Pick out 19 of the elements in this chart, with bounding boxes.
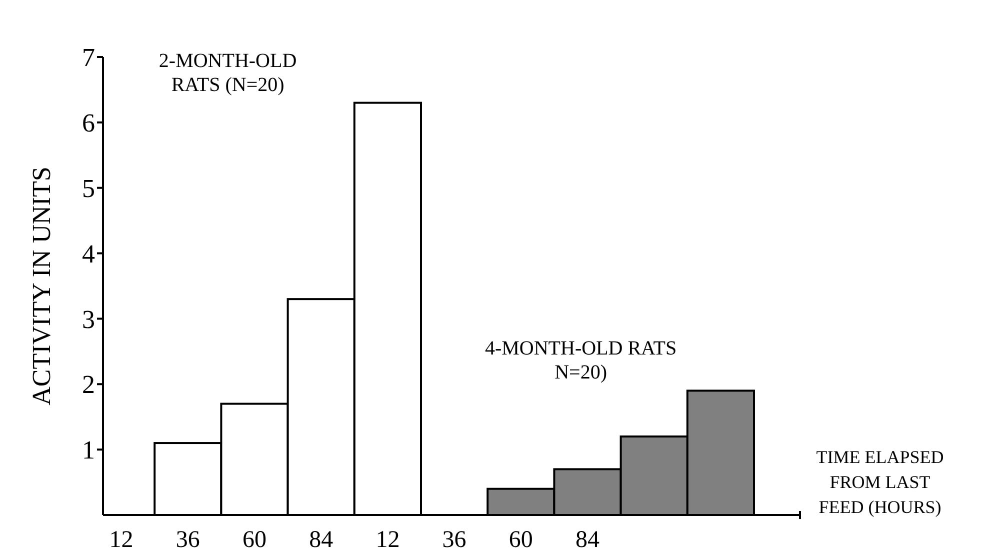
x-tick-label: 84 — [576, 527, 600, 553]
y-tick-label: 4 — [82, 239, 95, 268]
x-tick-label: 36 — [176, 527, 200, 553]
x-tick-label: 36 — [442, 527, 466, 553]
text: 2-MONTH-OLD RATS (N=20) — [158, 50, 297, 96]
x-tick-label: 12 — [109, 527, 134, 553]
y-tick-label: 1 — [82, 436, 95, 465]
x-axis-title: TIME ELAPSED FROM LAST FEED (HOURS) — [816, 447, 944, 517]
y-tick-label: 2 — [82, 370, 95, 400]
y-axis-title: ACTIVITY IN UNITS — [27, 166, 56, 406]
y-tick-label: 6 — [82, 108, 95, 138]
x-tick-label: 84 — [309, 527, 334, 553]
x-tick-label: 60 — [508, 527, 533, 553]
series-label: 4-MONTH-OLD RATS N=20) — [484, 338, 677, 384]
x-tick-label: 60 — [242, 527, 266, 553]
x-tick-label: 12 — [376, 527, 400, 553]
y-tick-label: 3 — [82, 304, 95, 334]
y-tick-label: 5 — [82, 174, 95, 203]
y-tick-label: 7 — [82, 43, 95, 72]
